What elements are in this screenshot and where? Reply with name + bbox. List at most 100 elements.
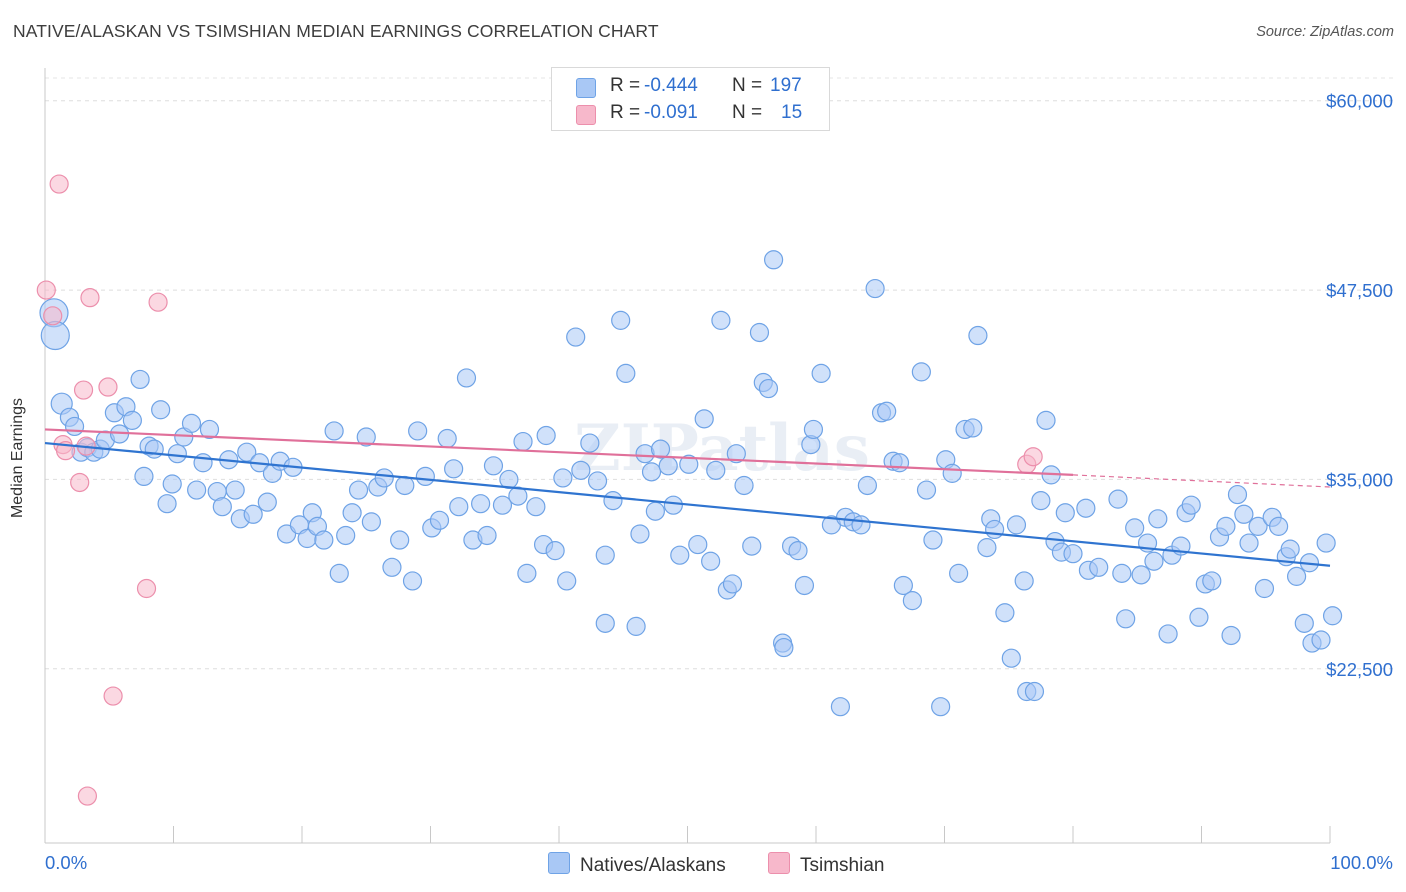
- natives-point: [1311, 630, 1331, 650]
- natives-point: [1108, 489, 1128, 509]
- natives-point: [1036, 410, 1056, 430]
- legend-n-label: N =: [732, 75, 763, 96]
- bottom-legend-label-tsimshian: Tsimshian: [800, 855, 885, 876]
- natives-point: [314, 530, 334, 550]
- natives-point: [595, 613, 615, 633]
- natives-point: [889, 453, 910, 473]
- natives-point: [1294, 613, 1314, 633]
- natives-point: [911, 362, 931, 382]
- natives-point: [916, 480, 937, 500]
- natives-point: [1158, 624, 1178, 644]
- natives-point: [603, 491, 623, 511]
- natives-point: [1280, 539, 1300, 559]
- natives-point: [553, 468, 573, 488]
- natives-point: [342, 503, 362, 523]
- legend-swatch-natives: [576, 78, 596, 98]
- natives-point: [324, 421, 344, 441]
- natives-point: [694, 409, 714, 429]
- natives-point: [1268, 516, 1289, 536]
- natives-point: [566, 327, 586, 347]
- natives-point: [670, 545, 690, 565]
- natives-point: [865, 278, 885, 299]
- natives-point: [968, 325, 988, 346]
- bottom-legend-label-natives: Natives/Alaskans: [580, 855, 726, 876]
- natives-point: [348, 480, 369, 500]
- natives-point: [122, 410, 142, 430]
- natives-point: [1116, 609, 1136, 629]
- natives-point: [545, 541, 565, 561]
- natives-point: [402, 571, 423, 591]
- natives-point: [794, 575, 815, 596]
- natives-point: [1148, 509, 1168, 529]
- natives-point: [626, 616, 646, 636]
- tsimshian-point: [1023, 447, 1043, 467]
- natives-point: [942, 463, 962, 483]
- natives-point: [985, 519, 1005, 540]
- natives-point: [595, 545, 615, 565]
- natives-point: [851, 515, 871, 535]
- natives-point: [536, 425, 556, 446]
- natives-point: [587, 471, 608, 491]
- tsimshian-point: [70, 472, 90, 493]
- natives-point: [742, 536, 762, 556]
- bottom-legend-tsimshian: Tsimshian: [768, 852, 884, 877]
- natives-point: [774, 637, 794, 658]
- natives-point: [1221, 625, 1241, 646]
- natives-point: [722, 574, 743, 594]
- tsimshian-point: [148, 292, 168, 312]
- tsimshian-point: [77, 786, 98, 806]
- legend-r-label: R =: [610, 75, 641, 96]
- natives-point: [64, 416, 85, 437]
- natives-point: [1239, 533, 1259, 553]
- legend-swatch-tsimshian: [576, 105, 596, 125]
- natives-point: [144, 439, 164, 459]
- natives-point: [557, 571, 577, 591]
- natives-point: [237, 442, 257, 462]
- natives-point: [571, 460, 591, 480]
- natives-point: [329, 563, 349, 583]
- natives-point: [663, 495, 683, 515]
- natives-point: [444, 459, 464, 479]
- natives-point: [1181, 495, 1201, 515]
- natives-point: [356, 427, 376, 447]
- natives-point: [803, 419, 824, 440]
- natives-point: [1216, 516, 1236, 536]
- natives-point: [212, 497, 232, 517]
- natives-trend-line: [44, 441, 1331, 567]
- natives-point: [492, 495, 513, 515]
- natives-point: [877, 401, 897, 421]
- natives-point: [734, 475, 754, 496]
- tsimshian-point: [80, 288, 100, 308]
- natives-point: [788, 541, 808, 561]
- tsimshian-point: [43, 306, 63, 326]
- data-points: [36, 174, 1343, 806]
- natives-point: [181, 413, 202, 433]
- natives-point: [157, 494, 177, 514]
- tick-labels: $22,500 $35,000 $47,500 $60,000 0.0% 100.0%: [45, 91, 1393, 873]
- tsimshian-point: [103, 686, 123, 706]
- bottom-legend-swatch-tsimshian: [768, 852, 790, 874]
- natives-point: [658, 456, 678, 476]
- natives-point: [645, 501, 665, 521]
- axes: [44, 68, 1331, 844]
- legend-n-value: 197: [770, 75, 802, 96]
- y-tick-label: $47,500: [1326, 280, 1393, 301]
- natives-point: [508, 486, 528, 506]
- natives-point: [130, 369, 150, 390]
- legend-r-label: R =: [610, 102, 641, 123]
- natives-point: [701, 551, 721, 571]
- natives-point: [395, 475, 415, 496]
- natives-point: [1024, 681, 1045, 702]
- natives-point: [1316, 533, 1336, 553]
- natives-point: [679, 454, 699, 474]
- natives-point: [382, 557, 402, 577]
- natives-point: [151, 400, 171, 420]
- natives-point: [1063, 544, 1083, 564]
- natives-point: [758, 378, 779, 399]
- natives-point: [857, 475, 878, 496]
- natives-point: [1112, 563, 1132, 583]
- natives-point: [1076, 498, 1096, 518]
- natives-point: [1089, 557, 1109, 577]
- natives-point: [630, 524, 650, 544]
